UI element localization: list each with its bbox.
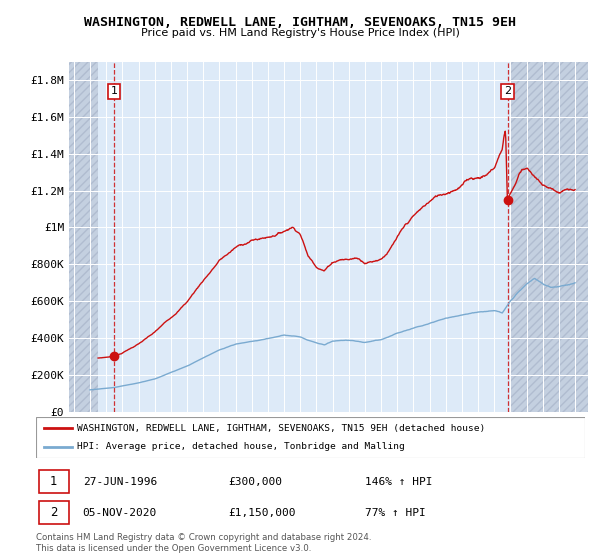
- FancyBboxPatch shape: [39, 470, 69, 493]
- Text: £300,000: £300,000: [228, 477, 282, 487]
- Text: 146% ↑ HPI: 146% ↑ HPI: [365, 477, 433, 487]
- Text: 1: 1: [50, 475, 58, 488]
- Bar: [511, 62, 588, 412]
- Text: 2: 2: [50, 506, 58, 519]
- Text: WASHINGTON, REDWELL LANE, IGHTHAM, SEVENOAKS, TN15 9EH: WASHINGTON, REDWELL LANE, IGHTHAM, SEVEN…: [84, 16, 516, 29]
- Text: 1: 1: [110, 86, 118, 96]
- Text: WASHINGTON, REDWELL LANE, IGHTHAM, SEVENOAKS, TN15 9EH (detached house): WASHINGTON, REDWELL LANE, IGHTHAM, SEVEN…: [77, 423, 485, 432]
- FancyBboxPatch shape: [36, 417, 585, 458]
- Text: Contains HM Land Registry data © Crown copyright and database right 2024.
This d: Contains HM Land Registry data © Crown c…: [36, 533, 371, 553]
- Text: £1,150,000: £1,150,000: [228, 508, 296, 517]
- Text: 2: 2: [504, 86, 511, 96]
- Text: HPI: Average price, detached house, Tonbridge and Malling: HPI: Average price, detached house, Tonb…: [77, 442, 405, 451]
- Bar: [69, 62, 98, 412]
- FancyBboxPatch shape: [39, 501, 69, 524]
- Text: 05-NOV-2020: 05-NOV-2020: [83, 508, 157, 517]
- Text: 27-JUN-1996: 27-JUN-1996: [83, 477, 157, 487]
- Text: 77% ↑ HPI: 77% ↑ HPI: [365, 508, 426, 517]
- Text: Price paid vs. HM Land Registry's House Price Index (HPI): Price paid vs. HM Land Registry's House …: [140, 28, 460, 38]
